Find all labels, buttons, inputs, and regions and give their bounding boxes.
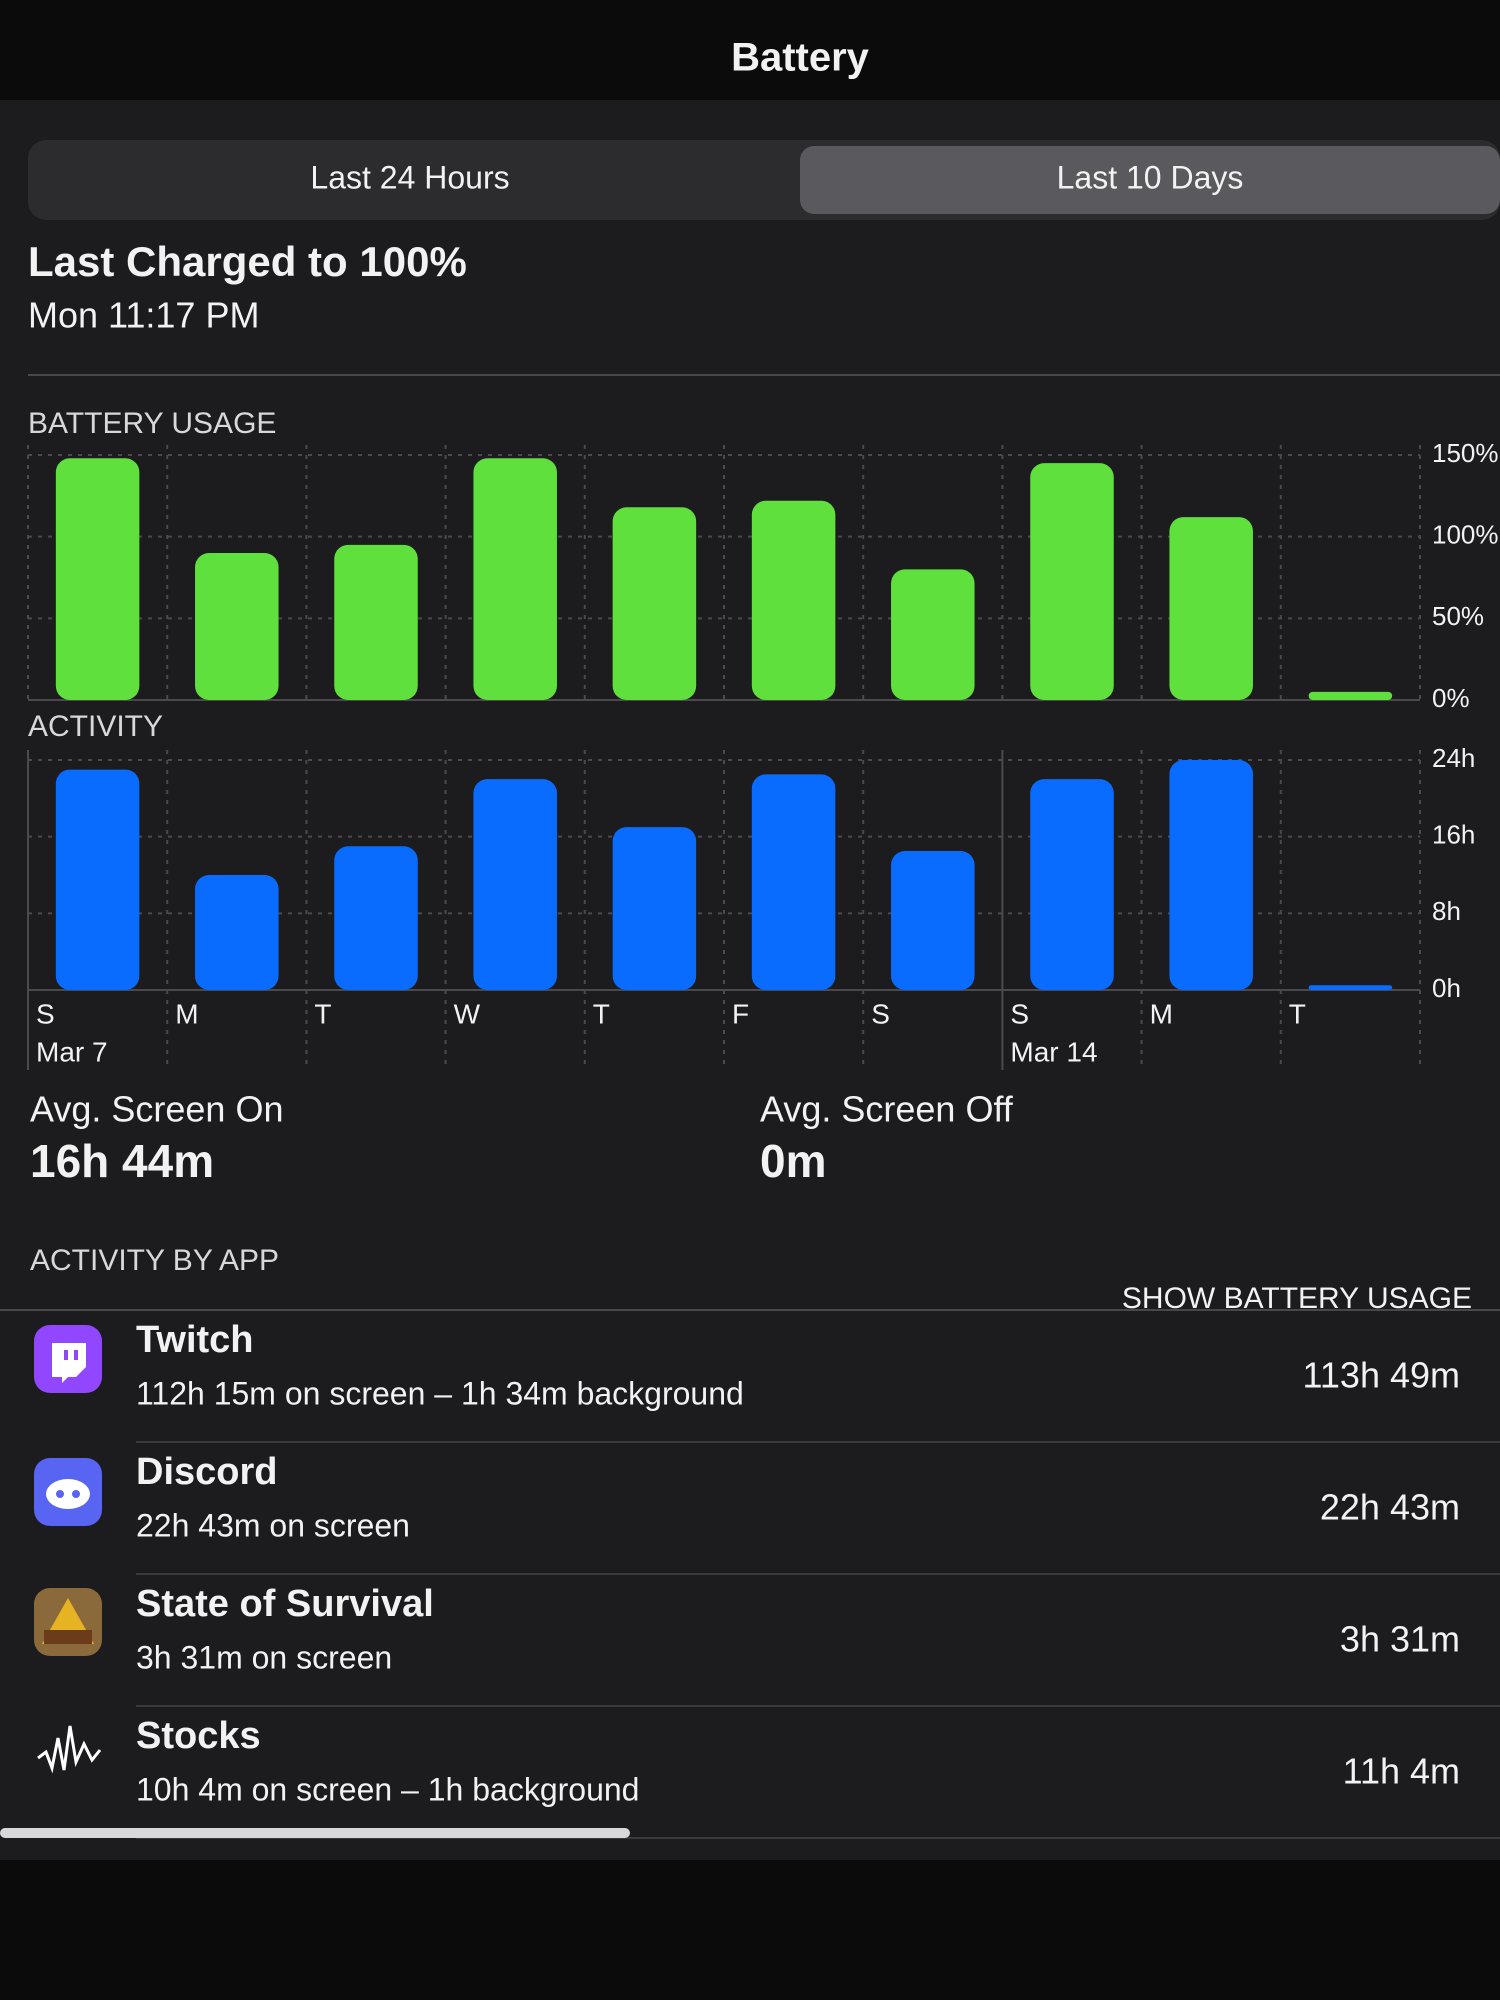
app-total: 22h 43m <box>1320 1487 1460 1528</box>
segment-selected[interactable] <box>800 146 1500 214</box>
bar <box>1169 760 1253 990</box>
date-label: Mar 7 <box>36 1036 108 1067</box>
x-tick-label: M <box>175 998 198 1029</box>
y-tick-label: 0h <box>1432 973 1461 1003</box>
bar <box>195 875 279 990</box>
bar <box>473 779 557 990</box>
x-tick-label: T <box>593 998 610 1029</box>
y-tick-label: 100% <box>1432 520 1499 550</box>
app-detail: 22h 43m on screen <box>136 1507 410 1543</box>
bar <box>1308 985 1393 990</box>
date-label: Mar 14 <box>1010 1036 1097 1067</box>
bar <box>1169 517 1253 700</box>
y-tick-label: 24h <box>1432 743 1475 773</box>
bar <box>751 774 836 990</box>
bar <box>891 851 975 990</box>
y-tick-label: 0% <box>1432 683 1470 713</box>
segment[interactable]: Last 24 Hours <box>310 159 509 195</box>
app-detail: 3h 31m on screen <box>136 1639 392 1675</box>
app-icon <box>34 1720 102 1788</box>
app-name[interactable]: Stocks <box>136 1715 261 1757</box>
app-total: 113h 49m <box>1303 1355 1460 1396</box>
bar <box>612 507 697 700</box>
x-tick-label: S <box>36 998 55 1029</box>
app-total: 11h 4m <box>1343 1751 1460 1792</box>
x-tick-label: M <box>1150 998 1173 1029</box>
app-name[interactable]: State of Survival <box>136 1583 434 1625</box>
scroll-indicator <box>0 1828 630 1838</box>
bar <box>612 827 697 990</box>
avg-label: Avg. Screen On <box>30 1089 283 1130</box>
bar <box>751 500 836 700</box>
avg-value: 0m <box>760 1135 826 1187</box>
app-name[interactable]: Discord <box>136 1451 277 1493</box>
app-icon <box>34 1588 102 1656</box>
bar <box>55 458 140 700</box>
section-title: ACTIVITY <box>28 710 163 743</box>
app-detail: 10h 4m on screen – 1h background <box>136 1771 639 1807</box>
y-tick-label: 150% <box>1432 438 1499 468</box>
app-detail: 112h 15m on screen – 1h 34m background <box>136 1375 744 1411</box>
last-charged-time: Mon 11:17 PM <box>28 295 259 336</box>
x-tick-label: W <box>454 998 481 1029</box>
x-tick-label: F <box>732 998 749 1029</box>
bar <box>1308 691 1393 700</box>
y-tick-label: 16h <box>1432 820 1475 850</box>
y-tick-label: 50% <box>1432 601 1484 631</box>
avg-label: Avg. Screen Off <box>760 1089 1014 1130</box>
page-title: Battery <box>731 36 870 80</box>
bar <box>55 769 140 990</box>
app-icon <box>34 1458 102 1526</box>
last-charged: Last Charged to 100% <box>28 238 467 285</box>
x-tick-label: S <box>1010 998 1029 1029</box>
x-tick-label: S <box>871 998 890 1029</box>
section-title: BATTERY USAGE <box>28 407 276 440</box>
bar <box>334 846 418 990</box>
bar <box>334 544 418 700</box>
app-icon <box>34 1325 102 1393</box>
y-tick-label: 8h <box>1432 896 1461 926</box>
segment[interactable]: Last 10 Days <box>1057 159 1244 195</box>
bar <box>473 458 557 700</box>
bar <box>1030 779 1114 990</box>
bar <box>1030 463 1114 700</box>
app-total: 3h 31m <box>1340 1619 1460 1660</box>
app-name[interactable]: Twitch <box>136 1319 254 1361</box>
x-tick-label: T <box>314 998 331 1029</box>
avg-value: 16h 44m <box>30 1135 214 1187</box>
x-tick-label: T <box>1289 998 1306 1029</box>
section-title: ACTIVITY BY APP <box>30 1244 279 1277</box>
bar <box>195 553 279 700</box>
bar <box>891 569 975 700</box>
